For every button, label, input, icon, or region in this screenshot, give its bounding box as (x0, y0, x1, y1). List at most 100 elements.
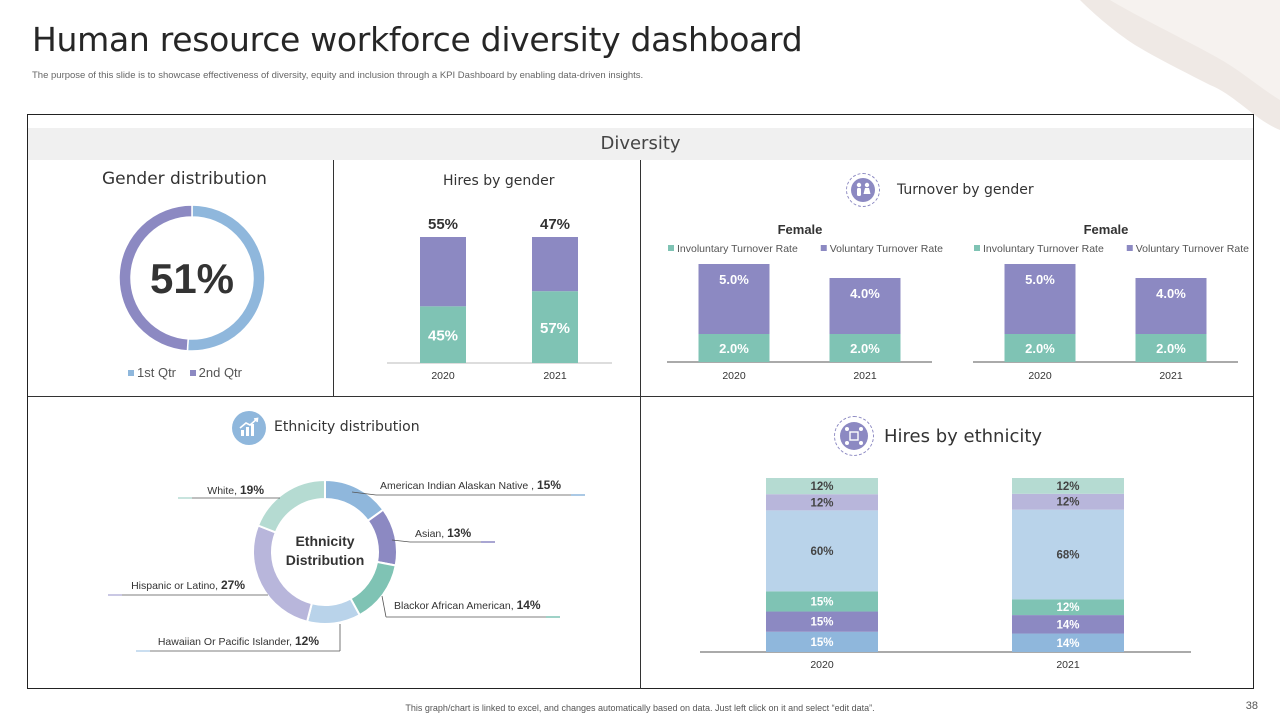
bar-label: 12% (810, 497, 833, 509)
bar-label: 12% (810, 481, 833, 493)
callout-label: Hawaiian Or Pacific Islander, 12% (158, 634, 320, 648)
bar-label: 68% (1056, 549, 1079, 561)
bar-label: 5.0% (719, 272, 749, 287)
bar-total-label: 47% (540, 216, 570, 233)
callout-value: 15% (537, 478, 561, 492)
callout-value: 27% (221, 578, 245, 592)
x-tick-label: 2020 (431, 370, 455, 382)
bar (1012, 599, 1124, 616)
x-tick-label: 2020 (722, 370, 746, 382)
turnover-female-chart-1: Female Involuntary Turnover Rate Voluntary… (667, 222, 943, 382)
bar-label: 2.0% (1156, 341, 1186, 356)
bar (1012, 509, 1124, 600)
callout-label: White, 19% (207, 483, 264, 497)
legend-label: 1st Qtr (137, 365, 177, 380)
bar (420, 237, 466, 307)
bar-label: 15% (810, 637, 833, 649)
bar-label: 57% (540, 320, 570, 337)
footer-note: This graph/chart is linked to excel, and… (405, 703, 875, 713)
bar-label: 14% (1056, 638, 1079, 650)
bar-total-label: 55% (428, 216, 458, 233)
section-header: Diversity (28, 128, 1253, 160)
bar (766, 478, 878, 495)
donut-center-label: 51% (150, 255, 234, 302)
divider (28, 396, 1253, 397)
callout-value: 12% (295, 634, 319, 648)
bar (1135, 334, 1207, 362)
page-number: 38 (1245, 700, 1258, 712)
callout-value: 19% (240, 483, 264, 497)
callout-name: White, (207, 485, 240, 497)
bar-label: 60% (810, 546, 833, 558)
gender-distribution-chart: 51% (118, 204, 266, 352)
people-icon (846, 173, 880, 207)
bar-label: 4.0% (850, 286, 880, 301)
bar (420, 306, 466, 363)
donut-center-label: Ethnicity (295, 533, 354, 549)
x-tick-label: 2020 (810, 659, 834, 671)
donut-slice (366, 508, 398, 567)
bar-label: 12% (1056, 481, 1079, 493)
bar (1012, 478, 1124, 494)
donut-slice (305, 597, 362, 625)
bar-label: 4.0% (1156, 286, 1186, 301)
turnover-by-gender-title: Turnover by gender (897, 182, 1034, 198)
callout-name: American Indian Alaskan Native , (380, 480, 537, 492)
bar (829, 334, 901, 362)
callout-name: Hawaiian Or Pacific Islander, (158, 636, 295, 648)
gender-distribution-title: Gender distribution (102, 169, 267, 189)
donut-slice (349, 560, 397, 617)
legend-swatch (668, 245, 674, 251)
bar-label: 45% (428, 328, 458, 345)
legend-label: Voluntary Turnover Rate (830, 243, 943, 255)
bar (1135, 278, 1207, 334)
callout-name: Hispanic or Latino, (131, 580, 221, 592)
divider (333, 160, 334, 396)
page-subtitle: The purpose of this slide is to showcase… (32, 70, 644, 81)
callout-label: Asian, 13% (415, 526, 471, 540)
donut-slice (324, 478, 385, 523)
legend-label: Voluntary Turnover Rate (1136, 243, 1249, 255)
network-icon (834, 416, 874, 456)
callout-label: American Indian Alaskan Native , 15% (380, 478, 561, 492)
bar-label: 15% (810, 617, 833, 629)
ethnicity-distribution-chart: Ethnicity Distribution American Indian Ala… (108, 478, 585, 652)
divider (640, 160, 641, 689)
bar (1012, 633, 1124, 652)
bar-label: 12% (1056, 602, 1079, 614)
callout-connector (391, 539, 411, 543)
bar-label: 2.0% (1025, 341, 1055, 356)
page-title: Human resource workforce diversity dashb… (32, 20, 803, 59)
callout-label: Hispanic or Latino, 27% (131, 578, 245, 592)
callout-label: Blackor African American, 14% (394, 598, 541, 612)
legend-label: Involuntary Turnover Rate (983, 243, 1104, 255)
legend-swatch (820, 245, 827, 251)
bar-label: 5.0% (1025, 272, 1055, 287)
bar (698, 264, 770, 334)
bar (1012, 493, 1124, 510)
bar-label: 2.0% (850, 341, 880, 356)
x-tick-label: 2021 (543, 370, 567, 382)
hires-by-gender-title: Hires by gender (443, 173, 555, 189)
bar (1004, 264, 1076, 334)
legend-swatch (974, 245, 980, 251)
callout-connector (351, 491, 377, 496)
donut-center-label: Distribution (286, 552, 365, 568)
x-tick-label: 2020 (1028, 370, 1052, 382)
callout-value: 14% (517, 598, 541, 612)
bar (829, 278, 901, 334)
legend-item: 2nd Qtr (189, 365, 242, 380)
bar (766, 631, 878, 652)
legend-label: 2nd Qtr (198, 365, 242, 380)
legend-label: Involuntary Turnover Rate (677, 243, 798, 255)
growth-chart-icon (232, 411, 266, 445)
donut-slice (118, 204, 193, 352)
bar-label: 14% (1056, 619, 1079, 631)
bar (1004, 334, 1076, 362)
bar-label: 2.0% (719, 341, 749, 356)
bar (766, 494, 878, 511)
bar (766, 611, 878, 632)
x-tick-label: 2021 (1159, 370, 1183, 382)
ethnicity-distribution-title: Ethnicity distribution (274, 419, 420, 435)
bar (766, 510, 878, 592)
